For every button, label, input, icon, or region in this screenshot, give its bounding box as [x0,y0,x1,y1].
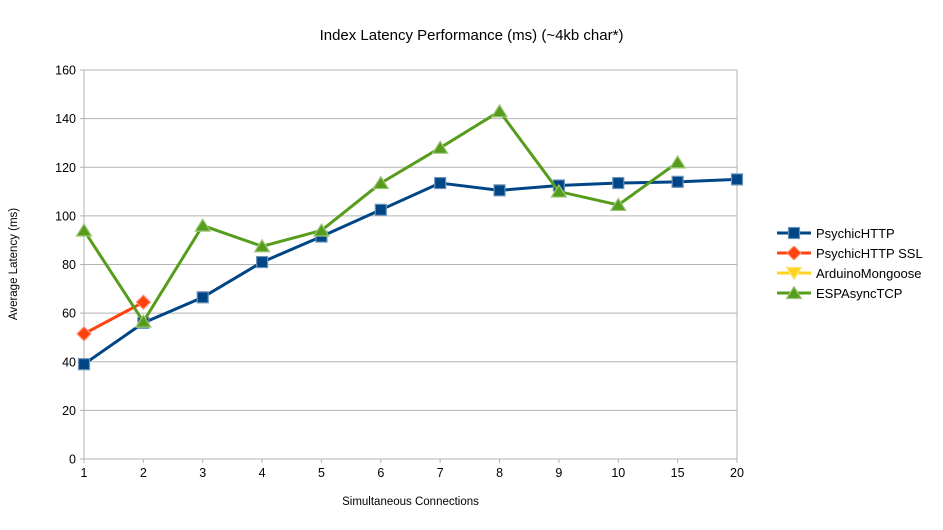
data-point-marker [669,154,687,169]
legend-marker-icon [777,246,811,260]
legend-marker-icon [777,266,811,280]
legend-label: ArduinoMongoose [816,265,922,281]
legend: PsychicHTTP PsychicHTTP SSL ArduinoMongoos… [777,225,923,301]
y-tick-label: 40 [62,355,76,369]
data-point-marker [75,222,93,237]
data-point-marker [374,203,387,216]
data-point-marker [194,217,212,232]
legend-label: ESPAsyncTCP [816,285,903,301]
x-tick-label: 3 [199,466,206,480]
series-line-psychichttp [82,177,739,366]
data-point-marker [609,197,627,212]
data-point-marker [76,325,92,342]
data-point-marker [372,175,390,190]
x-tick-label: 2 [140,466,147,480]
x-tick-label: 6 [377,466,384,480]
legend-marker-icon [777,226,811,240]
y-tick-label: 120 [55,161,76,175]
data-point-marker [786,246,802,260]
x-tick-label: 5 [318,466,325,480]
x-tick-label: 10 [611,466,625,480]
data-point-marker [255,255,269,269]
data-point-marker [730,173,744,186]
x-tick-label: 7 [437,466,444,480]
series-line-espasynctcp [82,109,680,324]
x-axis-title: Simultaneous Connections [342,496,479,508]
chart-title: Index Latency Performance (ms) (~4kb cha… [319,27,624,44]
legend-marker-icon [777,286,811,300]
legend-item-arduinomongoose: ArduinoMongoose [777,265,923,281]
x-tick-label: 8 [496,466,503,480]
y-tick-label: 60 [62,307,76,321]
data-point-marker [490,103,509,118]
x-tick-label: 20 [730,466,744,480]
y-tick-label: 100 [55,209,76,223]
data-point-marker [434,176,447,190]
data-point-marker [312,222,331,237]
legend-label: PsychicHTTP [816,225,895,241]
data-point-marker [785,286,803,300]
x-tick-label: 1 [81,466,88,480]
x-tick-label: 4 [259,466,266,480]
data-point-marker [134,314,152,328]
y-axis-title: Average Latency (ms) [8,207,20,321]
legend-item-psychichttp-ssl: PsychicHTTP SSL [777,245,923,261]
data-point-marker [493,184,506,197]
x-tick-label: 9 [555,466,562,480]
data-point-marker [787,226,801,240]
legend-item-psychichttp: PsychicHTTP [777,225,923,241]
y-tick-label: 80 [62,258,76,272]
data-point-marker [671,175,684,188]
y-tick-label: 20 [62,404,76,418]
data-point-marker [785,266,803,280]
data-point-marker [550,183,568,198]
data-point-marker [196,291,209,304]
y-tick-label: 140 [55,112,76,126]
data-point-marker [253,238,271,253]
data-point-marker [77,358,91,371]
data-point-marker [612,176,625,190]
y-tick-label: 160 [55,64,76,78]
legend-item-espasynctcp: ESPAsyncTCP [777,285,923,301]
y-tick-label: 0 [69,453,76,467]
data-point-marker [135,294,152,311]
data-point-marker [431,140,449,154]
x-tick-label: 15 [671,466,685,480]
legend-label: PsychicHTTP SSL [816,245,923,261]
